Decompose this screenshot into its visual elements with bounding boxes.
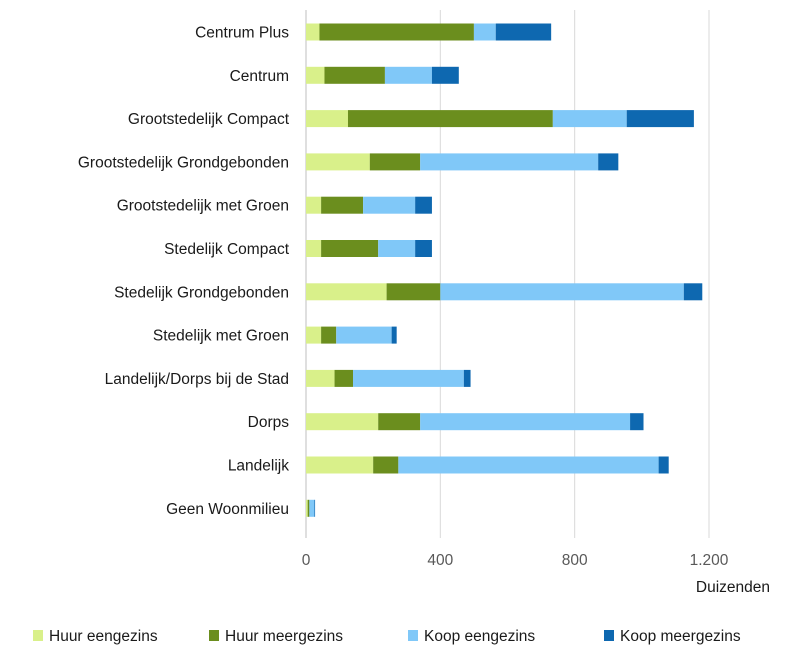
- bar-huur-eengezins: [306, 369, 335, 387]
- legend-item-huur-eengezins: Huur eengezins: [33, 628, 158, 645]
- bar-koop-meergezins: [626, 110, 694, 128]
- legend-swatch: [604, 630, 614, 641]
- bar-huur-meergezins: [321, 240, 379, 257]
- bar-koop-meergezins: [415, 196, 432, 214]
- bar-huur-eengezins: [306, 110, 348, 128]
- category-label: Dorps: [248, 414, 290, 431]
- bar-huur-meergezins: [347, 110, 553, 128]
- category-label: Grootstedelijk met Groen: [117, 198, 289, 215]
- bar-koop-eengezins: [440, 283, 684, 301]
- bar-huur-meergezins: [369, 153, 421, 171]
- category-label: Landelijk/Dorps bij de Stad: [105, 371, 289, 388]
- bar-huur-meergezins: [386, 283, 441, 301]
- legend-label: Koop meergezins: [620, 628, 741, 645]
- bar-koop-meergezins: [658, 456, 669, 474]
- legend: Huur eengezins Huur meergezins Koop eengez…: [33, 628, 741, 645]
- bar-koop-eengezins: [473, 23, 496, 41]
- x-tick-label: 800: [562, 552, 588, 569]
- category-label: Stedelijk met Groen: [153, 328, 289, 345]
- category-label: Stedelijk Grondgebonden: [114, 284, 289, 301]
- bar-koop-meergezins: [463, 369, 471, 387]
- bar-koop-meergezins: [431, 66, 459, 84]
- category-label: Grootstedelijk Compact: [128, 111, 290, 128]
- bar-huur-meergezins: [307, 499, 310, 517]
- legend-item-koop-meergezins: Koop meergezins: [604, 628, 741, 645]
- gridlines: [305, 10, 710, 538]
- bar-koop-meergezins: [391, 326, 397, 344]
- bar-huur-eengezins: [306, 196, 322, 214]
- bar-koop-eengezins: [336, 326, 392, 344]
- bar-huur-eengezins: [306, 326, 322, 344]
- category-label: Stedelijk Compact: [164, 241, 290, 258]
- bar-huur-meergezins: [321, 326, 337, 344]
- bar-koop-eengezins: [420, 413, 631, 431]
- bar-koop-eengezins: [384, 66, 432, 84]
- legend-swatch: [33, 630, 43, 641]
- bar-huur-meergezins: [373, 456, 399, 474]
- legend-swatch: [408, 630, 418, 641]
- bar-koop-eengezins: [552, 110, 627, 128]
- bar-koop-eengezins: [378, 240, 416, 257]
- bar-huur-meergezins: [334, 369, 354, 387]
- x-tick-label: 0: [302, 552, 311, 569]
- category-label: Geen Woonmilieu: [166, 501, 289, 518]
- category-label: Centrum Plus: [195, 25, 289, 42]
- bar-koop-meergezins: [314, 499, 316, 517]
- bar-huur-meergezins: [378, 413, 421, 431]
- bar-koop-eengezins: [353, 369, 464, 387]
- x-tick-labels: 0 400 800 1.200: [302, 552, 729, 569]
- bar-huur-eengezins: [306, 153, 370, 171]
- category-labels: Centrum Plus Centrum Grootstedelijk Compac…: [78, 25, 290, 518]
- bar-huur-eengezins: [306, 240, 322, 257]
- legend-item-huur-meergezins: Huur meergezins: [209, 628, 343, 645]
- category-label: Landelijk: [228, 458, 289, 475]
- bar-koop-eengezins: [398, 456, 659, 474]
- bar-koop-eengezins: [363, 196, 416, 214]
- legend-label: Huur meergezins: [225, 628, 343, 645]
- bar-huur-meergezins: [321, 196, 364, 214]
- bar-koop-meergezins: [683, 283, 703, 301]
- category-label: Centrum: [230, 68, 289, 85]
- bar-huur-eengezins: [306, 499, 308, 517]
- legend-item-koop-eengezins: Koop eengezins: [408, 628, 535, 645]
- bar-huur-meergezins: [319, 23, 474, 41]
- bar-huur-eengezins: [306, 413, 379, 431]
- bars: [306, 23, 703, 517]
- bar-koop-meergezins: [415, 240, 432, 257]
- bar-koop-meergezins: [630, 413, 644, 431]
- legend-label: Huur eengezins: [49, 628, 158, 645]
- bar-huur-eengezins: [306, 283, 387, 301]
- bar-koop-eengezins: [309, 499, 315, 517]
- legend-swatch: [209, 630, 219, 641]
- bar-koop-meergezins: [598, 153, 619, 171]
- bar-huur-meergezins: [324, 66, 385, 84]
- bar-huur-eengezins: [306, 66, 325, 84]
- bar-koop-meergezins: [495, 23, 552, 41]
- bar-koop-eengezins: [420, 153, 599, 171]
- category-label: Grootstedelijk Grondgebonden: [78, 154, 289, 171]
- legend-label: Koop eengezins: [424, 628, 535, 645]
- x-axis-title: Duizenden: [696, 579, 770, 596]
- x-tick-label: 400: [427, 552, 453, 569]
- bar-huur-eengezins: [306, 456, 374, 474]
- x-tick-label: 1.200: [690, 552, 729, 569]
- bar-huur-eengezins: [306, 23, 320, 41]
